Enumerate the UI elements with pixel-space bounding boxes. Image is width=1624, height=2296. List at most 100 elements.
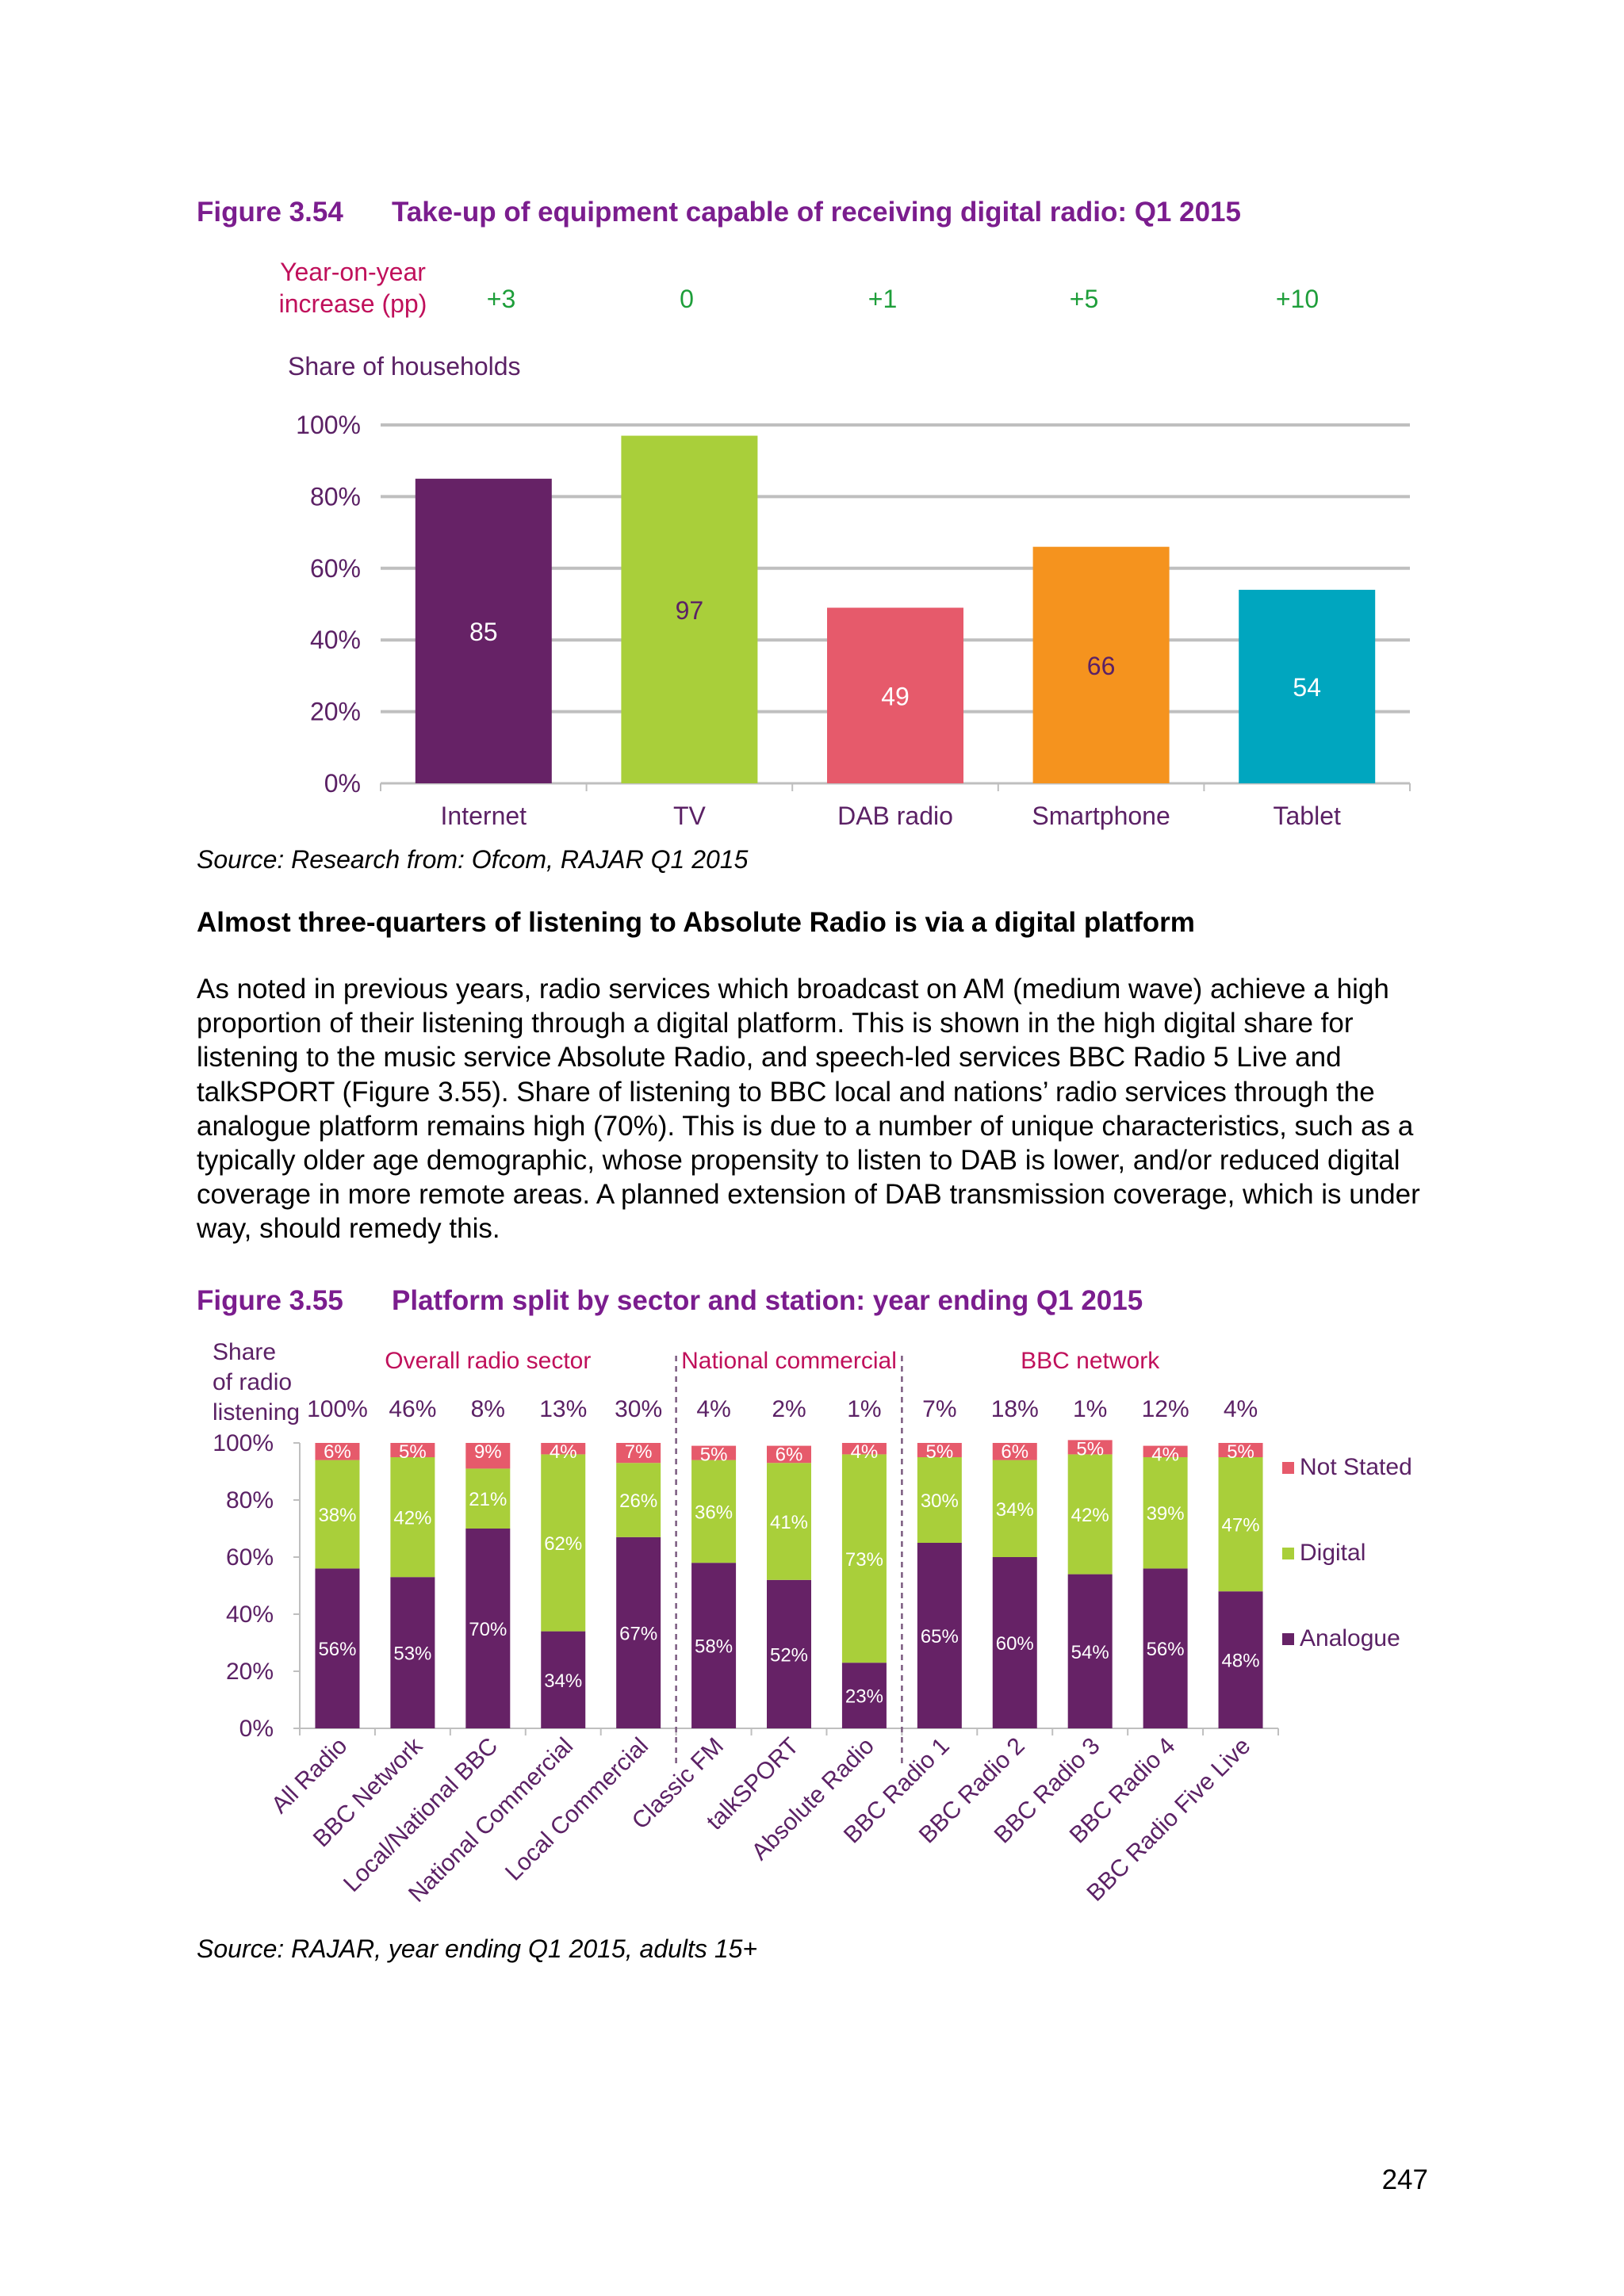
y-tick-label: 100% (213, 1430, 274, 1456)
bar-segment-digital (841, 1454, 887, 1663)
bar-value-label: 85 (469, 618, 498, 646)
segment-value-label: 6% (324, 1441, 351, 1463)
segment-value-label: 6% (776, 1445, 803, 1466)
bar-segment-not-stated (841, 1443, 887, 1455)
yoy-value: +5 (1070, 285, 1098, 313)
bar-tablet (1239, 589, 1376, 783)
bar-segment-analogue (616, 1536, 661, 1728)
bar-segment-not-stated (992, 1443, 1037, 1460)
segment-value-label: 5% (1076, 1438, 1104, 1460)
share-of-listening: 1% (847, 1396, 881, 1422)
x-tick-label: Tablet (1274, 802, 1342, 830)
group-label: BBC network (1021, 1348, 1160, 1374)
yoy-label-line: increase (pp) (279, 289, 427, 318)
bar-segment-analogue (767, 1579, 811, 1728)
segment-value-label: 60% (996, 1633, 1034, 1655)
bar-segment-analogue (841, 1663, 887, 1728)
segment-value-label: 6% (1001, 1441, 1028, 1463)
bar-segment-not-stated (917, 1443, 962, 1457)
share-of-listening: 4% (696, 1396, 730, 1422)
figure-354-source: Source: Research from: Ofcom, RAJAR Q1 2… (197, 845, 749, 874)
legend-swatch-not-stated (1282, 1462, 1294, 1474)
bar-segment-not-stated (1218, 1443, 1263, 1457)
bar-segment-analogue (1067, 1574, 1113, 1728)
legend-label-digital: Digital (1300, 1540, 1365, 1566)
share-of-listening: 30% (615, 1396, 662, 1422)
segment-value-label: 38% (318, 1505, 356, 1526)
bar-segment-digital (992, 1460, 1037, 1557)
segment-value-label: 21% (469, 1489, 507, 1510)
yoy-value: +10 (1276, 285, 1319, 313)
segment-value-label: 5% (1227, 1441, 1254, 1463)
segment-value-label: 73% (845, 1549, 883, 1571)
bar-value-label: 49 (881, 682, 910, 710)
segment-value-label: 30% (921, 1490, 959, 1512)
y-tick-label: 20% (310, 698, 361, 726)
segment-value-label: 5% (700, 1445, 728, 1466)
segment-value-label: 5% (399, 1441, 427, 1463)
segment-value-label: 41% (770, 1512, 808, 1533)
segment-value-label: 39% (1147, 1503, 1185, 1525)
share-of-listening: 18% (991, 1396, 1039, 1422)
bar-internet (415, 478, 552, 783)
body-paragraph: As noted in previous years, radio servic… (197, 974, 1420, 1245)
share-of-listening: 4% (1224, 1396, 1258, 1422)
y-tick-label: 20% (226, 1659, 274, 1685)
bar-segment-not-stated (390, 1443, 435, 1457)
x-tick-label: Smartphone (1032, 802, 1170, 830)
y-tick-label: 0% (239, 1716, 274, 1742)
segment-value-label: 62% (544, 1533, 582, 1555)
figure-355-source: Source: RAJAR, year ending Q1 2015, adul… (197, 1934, 758, 1963)
bar-segment-analogue (1218, 1591, 1263, 1728)
y-axis-label: Share of households (288, 352, 521, 381)
x-tick-label: TV (673, 802, 707, 830)
x-tick-label: Internet (441, 802, 527, 830)
bar-segment-digital (917, 1457, 962, 1543)
segment-value-label: 54% (1071, 1642, 1109, 1663)
share-of-listening: 12% (1142, 1396, 1189, 1422)
bar-segment-analogue (917, 1543, 962, 1728)
segment-value-label: 52% (770, 1644, 808, 1666)
bar-segment-digital (691, 1460, 737, 1563)
group-label: Overall radio sector (385, 1348, 591, 1374)
y-tick-label: 0% (324, 769, 361, 798)
figure-355-title: Figure 3.55 Platform split by sector and … (197, 1285, 1143, 1317)
bar-tv (621, 435, 758, 783)
segment-value-label: 42% (393, 1508, 431, 1529)
figure-354-number: Figure 3.54 (197, 197, 343, 228)
bar-segment-digital (616, 1463, 661, 1537)
legend-swatch-analogue (1282, 1633, 1294, 1645)
x-tick-label: DAB radio (837, 802, 953, 830)
share-of-listening: 13% (539, 1396, 587, 1422)
segment-value-label: 53% (393, 1644, 431, 1665)
equipment-takeup-chart: Year-on-year increase (pp) Share of househ… (279, 258, 1411, 830)
segment-value-label: 56% (1147, 1639, 1185, 1660)
bar-segment-digital (315, 1460, 360, 1569)
bar-segment-digital (541, 1454, 586, 1632)
bar-segment-analogue (1143, 1568, 1188, 1728)
bar-segment-not-stated (541, 1443, 586, 1455)
group-label: National commercial (681, 1348, 897, 1374)
platform-split-chart: Share of radio listening Overall radio sect… (213, 1339, 1412, 1908)
bar-segment-not-stated (465, 1443, 511, 1469)
share-of-listening: 1% (1073, 1396, 1107, 1422)
bar-value-label: 54 (1293, 673, 1321, 702)
bar-value-label: 97 (676, 596, 704, 625)
y-tick-label: 60% (310, 554, 361, 583)
segment-value-label: 26% (619, 1490, 657, 1512)
bar-segment-analogue (465, 1529, 511, 1728)
bar-segment-digital (1218, 1457, 1263, 1592)
segment-value-label: 42% (1071, 1505, 1109, 1526)
y-tick-label: 40% (226, 1601, 274, 1628)
share-of-listening: 46% (389, 1396, 436, 1422)
bar-segment-digital (1143, 1457, 1188, 1569)
bar-segment-analogue (390, 1577, 435, 1728)
segment-value-label: 9% (474, 1441, 502, 1463)
bar-value-label: 66 (1087, 652, 1116, 680)
legend-swatch-digital (1282, 1548, 1294, 1559)
figure-354-title-text: Take-up of equipment capable of receivin… (392, 197, 1241, 228)
share-of-listening: 7% (922, 1396, 956, 1422)
legend-label-analogue: Analogue (1300, 1625, 1400, 1651)
figure-355-number: Figure 3.55 (197, 1285, 343, 1316)
y-tick-label: 40% (310, 626, 361, 654)
